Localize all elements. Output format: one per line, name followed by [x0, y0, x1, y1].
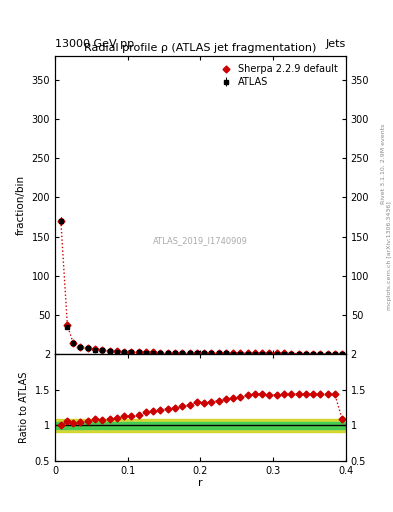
Sherpa 2.2.9 default [238, 350, 243, 356]
Sherpa 2.2.9 default [136, 349, 141, 355]
Sherpa 2.2.9 default [296, 351, 301, 357]
Text: mcplots.cern.ch [arXiv:1306.3436]: mcplots.cern.ch [arXiv:1306.3436] [387, 202, 391, 310]
Sherpa 2.2.9 default [114, 348, 119, 354]
Sherpa 2.2.9 default [100, 347, 105, 353]
Text: Jets: Jets [325, 38, 346, 49]
Sherpa 2.2.9 default [332, 351, 337, 357]
Sherpa 2.2.9 default [71, 340, 75, 346]
Sherpa 2.2.9 default [289, 350, 294, 356]
Sherpa 2.2.9 default [187, 350, 192, 356]
Sherpa 2.2.9 default [325, 351, 330, 357]
Sherpa 2.2.9 default [59, 218, 63, 224]
Sherpa 2.2.9 default [93, 346, 97, 352]
Sherpa 2.2.9 default [318, 351, 323, 357]
Title: Radial profile ρ (ATLAS jet fragmentation): Radial profile ρ (ATLAS jet fragmentatio… [84, 43, 317, 53]
Sherpa 2.2.9 default [231, 350, 235, 356]
Sherpa 2.2.9 default [195, 350, 199, 356]
Line: Sherpa 2.2.9 default: Sherpa 2.2.9 default [59, 219, 345, 356]
Text: Rivet 3.1.10, 2.9M events: Rivet 3.1.10, 2.9M events [381, 124, 386, 204]
Sherpa 2.2.9 default [65, 322, 70, 328]
Sherpa 2.2.9 default [282, 350, 286, 356]
Sherpa 2.2.9 default [85, 345, 90, 351]
Sherpa 2.2.9 default [260, 350, 264, 356]
Sherpa 2.2.9 default [151, 349, 156, 355]
Y-axis label: fraction/bin: fraction/bin [16, 175, 26, 236]
Text: 13000 GeV pp: 13000 GeV pp [55, 38, 134, 49]
Sherpa 2.2.9 default [209, 350, 214, 356]
Sherpa 2.2.9 default [216, 350, 221, 356]
Text: ATLAS_2019_I1740909: ATLAS_2019_I1740909 [153, 237, 248, 246]
Sherpa 2.2.9 default [274, 350, 279, 356]
Sherpa 2.2.9 default [253, 350, 257, 356]
Sherpa 2.2.9 default [78, 344, 83, 350]
Sherpa 2.2.9 default [180, 350, 185, 356]
Sherpa 2.2.9 default [129, 349, 134, 355]
Sherpa 2.2.9 default [173, 350, 177, 356]
Sherpa 2.2.9 default [340, 351, 345, 357]
Sherpa 2.2.9 default [107, 348, 112, 354]
Sherpa 2.2.9 default [122, 349, 127, 355]
Sherpa 2.2.9 default [143, 349, 148, 355]
Sherpa 2.2.9 default [267, 350, 272, 356]
Sherpa 2.2.9 default [165, 350, 170, 356]
Sherpa 2.2.9 default [245, 350, 250, 356]
Sherpa 2.2.9 default [311, 351, 316, 357]
Sherpa 2.2.9 default [202, 350, 206, 356]
Sherpa 2.2.9 default [303, 351, 308, 357]
Sherpa 2.2.9 default [158, 350, 163, 356]
X-axis label: r: r [198, 478, 203, 488]
Legend: Sherpa 2.2.9 default, ATLAS: Sherpa 2.2.9 default, ATLAS [214, 61, 341, 90]
Y-axis label: Ratio to ATLAS: Ratio to ATLAS [19, 372, 29, 443]
Sherpa 2.2.9 default [224, 350, 228, 356]
